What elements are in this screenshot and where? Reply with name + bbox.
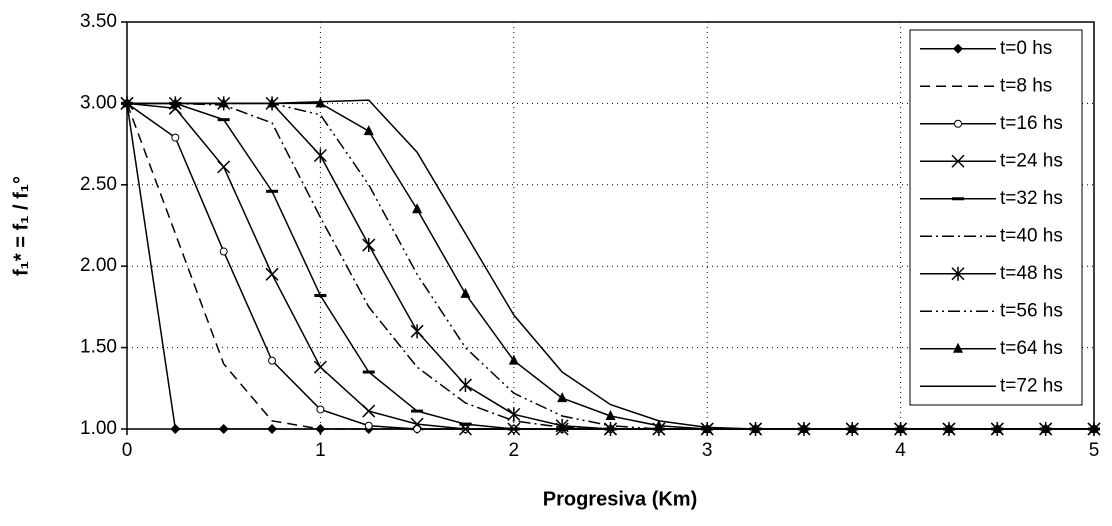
marker <box>555 418 569 433</box>
marker <box>362 238 376 253</box>
legend-label: t=40 hs <box>1000 225 1063 246</box>
legend-label: t=64 hs <box>1000 338 1063 359</box>
y-tick-label: 3.50 <box>80 11 117 32</box>
marker <box>218 424 229 434</box>
marker <box>267 97 278 108</box>
marker <box>410 417 424 431</box>
y-tick-label: 2.50 <box>80 174 117 195</box>
marker <box>313 148 327 163</box>
marker <box>219 247 228 256</box>
marker <box>266 189 279 193</box>
marker <box>171 133 180 142</box>
marker <box>603 422 618 436</box>
marker <box>847 423 858 433</box>
y-tick-label: 1.50 <box>80 337 117 358</box>
marker <box>267 424 278 434</box>
marker <box>992 423 1003 433</box>
marker <box>798 423 809 433</box>
marker <box>460 287 471 298</box>
marker <box>412 203 423 214</box>
marker <box>507 427 520 431</box>
y-tick-label: 2.00 <box>80 255 117 276</box>
marker <box>953 342 963 353</box>
marker <box>413 425 422 433</box>
marker <box>508 354 519 365</box>
marker <box>750 423 761 433</box>
y-axis-title: f₁* = f₁ / f₁° <box>10 176 32 276</box>
marker <box>316 405 325 414</box>
legend-label: t=72 hs <box>1000 375 1063 396</box>
marker <box>362 404 376 418</box>
x-axis-title: Progresiva (Km) <box>543 488 698 510</box>
marker <box>411 409 424 413</box>
x-tick-label: 0 <box>122 440 133 461</box>
marker <box>459 422 472 426</box>
x-tick-label: 1 <box>315 440 326 461</box>
marker <box>954 119 962 128</box>
marker <box>314 294 327 298</box>
marker <box>364 421 373 430</box>
marker <box>268 356 277 365</box>
marker <box>170 424 181 434</box>
marker <box>952 197 964 201</box>
marker <box>557 392 568 403</box>
marker <box>943 423 954 433</box>
marker <box>217 160 231 174</box>
marker <box>605 409 616 420</box>
marker <box>217 118 230 122</box>
marker <box>458 378 472 393</box>
marker <box>951 154 965 168</box>
marker <box>507 407 521 422</box>
marker <box>363 125 374 136</box>
legend-box <box>909 29 1083 406</box>
marker <box>653 419 664 430</box>
legend: t=0 hs t=8 hs t=16 hs t=24 hs t=32 hs t=40 hs… <box>909 29 1083 406</box>
marker <box>951 266 965 281</box>
marker <box>410 324 424 339</box>
legend-label: t=16 hs <box>1000 113 1063 134</box>
marker <box>313 360 327 374</box>
marker <box>362 370 375 374</box>
marker <box>218 97 229 108</box>
legend-label: t=32 hs <box>1000 188 1063 209</box>
marker <box>1040 423 1051 433</box>
x-tick-label: 3 <box>702 440 713 461</box>
legend-label: t=56 hs <box>1000 300 1063 321</box>
y-tick-label: 3.00 <box>80 92 117 113</box>
legend-label: t=8 hs <box>1000 75 1052 96</box>
marker <box>895 423 906 433</box>
marker <box>122 97 132 108</box>
x-tick-label: 2 <box>509 440 520 461</box>
marker <box>170 97 181 108</box>
marker <box>265 267 279 281</box>
x-tick-label: 4 <box>895 440 906 461</box>
legend-label: t=48 hs <box>1000 263 1063 284</box>
y-tick-label: 1.00 <box>80 418 117 439</box>
legend-label: t=24 hs <box>1000 150 1063 171</box>
x-tick-label: 5 <box>1089 440 1100 461</box>
marker <box>1089 423 1099 433</box>
legend-label: t=0 hs <box>1000 38 1052 59</box>
series-line <box>127 99 1094 430</box>
marker <box>953 43 963 54</box>
